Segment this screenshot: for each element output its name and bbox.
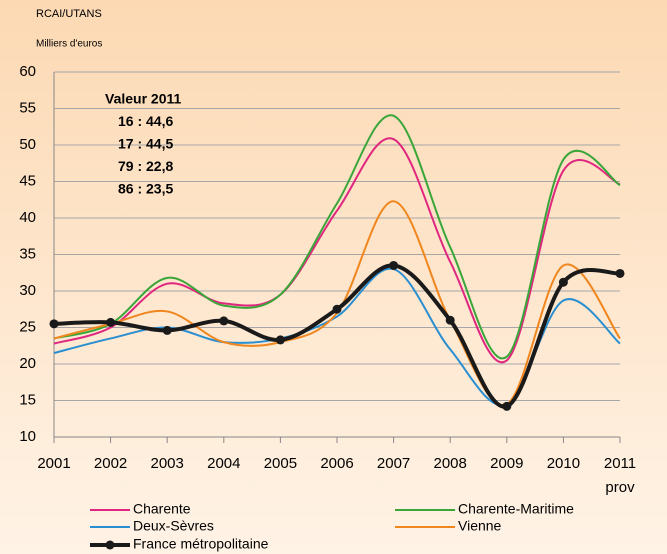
annotation: 16 : 44,6: [118, 113, 173, 129]
series-line: [53, 200, 621, 407]
y-tick-label: 60: [19, 63, 36, 80]
point: [445, 315, 455, 325]
y-label: Milliers d'euros: [36, 39, 102, 50]
point: [49, 319, 59, 329]
y-tick-label: 20: [19, 355, 36, 372]
x-tick-label: 2004: [207, 455, 240, 472]
annotation: 17 : 44,5: [118, 136, 173, 152]
x-tick-label: 2003: [151, 455, 184, 472]
y-tick-label: 30: [19, 282, 36, 299]
x-tick-label: 2002: [94, 455, 127, 472]
y-tick-label: 25: [19, 318, 36, 335]
point: [615, 268, 625, 278]
point: [162, 325, 172, 335]
x-tick-label: 2009: [490, 455, 523, 472]
legend-label: Charente-Maritime: [458, 501, 574, 517]
x-tick-label: 2005: [264, 455, 297, 472]
legend-marker: [105, 540, 115, 550]
x-tick-label: 2008: [434, 455, 467, 472]
series-line: [53, 137, 621, 364]
point: [558, 277, 568, 287]
y-tick-label: 50: [19, 136, 36, 153]
y-tick-label: 40: [19, 209, 36, 226]
point: [275, 335, 285, 345]
annotation: 79 : 22,8: [118, 158, 173, 174]
point: [106, 317, 116, 327]
x-tick-label: 2010: [547, 455, 580, 472]
y-label: RCAI/UTANS: [36, 8, 102, 20]
annotation: 86 : 23,5: [118, 181, 173, 197]
point: [332, 304, 342, 314]
legend-label: Deux-Sèvres: [133, 518, 214, 534]
y-tick-label: 45: [19, 172, 36, 189]
legend-label: Vienne: [458, 518, 502, 534]
y-tick-label: 10: [19, 428, 36, 445]
y-tick-label: 35: [19, 245, 36, 262]
point: [502, 401, 512, 411]
series-line: [53, 114, 621, 360]
point: [389, 260, 399, 270]
y-tick-label: 55: [19, 99, 36, 116]
legend-label: Charente: [133, 501, 191, 517]
x-tick-note: prov: [605, 479, 635, 496]
y-tick-label: 15: [19, 391, 36, 408]
x-tick-label: 2006: [320, 455, 353, 472]
x-tick-label: 2011: [604, 455, 636, 472]
point: [219, 316, 229, 326]
legend-label: France métropolitaine: [133, 536, 269, 552]
x-tick-label: 2001: [37, 455, 70, 472]
x-tick-label: 2007: [377, 455, 410, 472]
annotation: Valeur 2011: [105, 91, 182, 107]
